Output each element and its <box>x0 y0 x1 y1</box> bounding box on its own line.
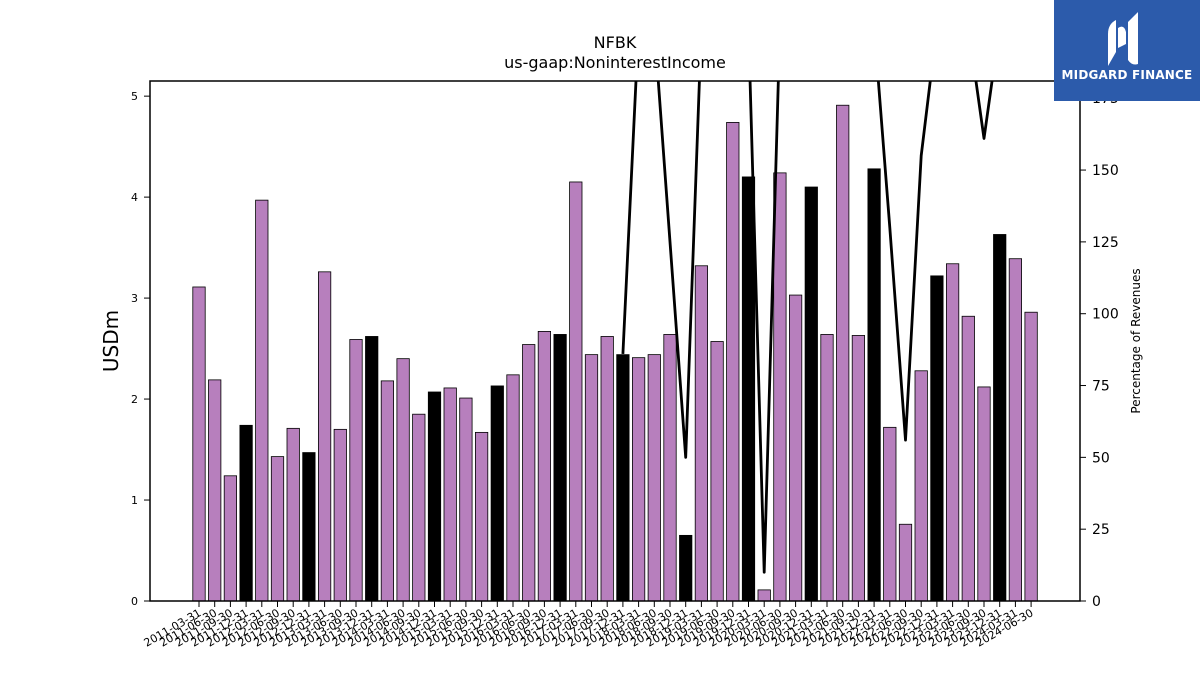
y2-tick-label: 150 <box>1092 163 1119 179</box>
y-tick-label: 4 <box>131 191 138 204</box>
bar-2020-06-30 <box>773 172 787 602</box>
bar-2020-03-31 <box>757 589 771 602</box>
percentage-of-revenues-line <box>621 81 994 574</box>
brand-name: MIDGARD FINANCE <box>1061 68 1193 82</box>
chart-title: NFBK <box>594 33 637 52</box>
bar-2024-03-31 <box>1008 258 1023 602</box>
bar-2014-03-31 <box>380 380 395 602</box>
y-tick-label: 0 <box>131 595 138 608</box>
bar-2021-06-30 <box>836 104 850 602</box>
y-axis: 0 1 2 3 4 5 <box>131 90 150 608</box>
bar-2022-09-30 <box>914 370 928 602</box>
y2-tick-label: 100 <box>1092 307 1119 323</box>
bar-2014-12-31 <box>427 391 442 602</box>
y2-tick-label: 125 <box>1092 235 1119 251</box>
bar-2016-09-30 <box>537 331 552 602</box>
bar-2016-06-30 <box>522 344 536 602</box>
brand-mark-icon <box>1108 12 1138 66</box>
bar-2011-03-31 <box>192 286 206 602</box>
bar-2019-09-30 <box>726 122 740 602</box>
bar-2016-03-31 <box>506 374 520 602</box>
y-axis-label: USDm <box>99 310 123 372</box>
bar-2011-06-30 <box>208 379 222 602</box>
bar-2014-09-30 <box>412 413 426 602</box>
bar-2015-09-30 <box>474 431 489 602</box>
bar-2017-12-31 <box>616 354 630 602</box>
bar-2019-03-31 <box>694 265 709 602</box>
bar-2015-03-31 <box>443 387 457 602</box>
y2-tick-label: 25 <box>1092 522 1110 538</box>
y-tick-label: 1 <box>131 494 138 507</box>
bar-2013-06-30 <box>333 428 347 602</box>
y-tick-label: 3 <box>131 292 138 305</box>
x-axis: 2011-03-312011-06-302011-09-302011-12-31… <box>142 601 1036 650</box>
bar-2013-09-30 <box>349 339 363 602</box>
brand-logo: MIDGARD FINANCE <box>1054 0 1200 101</box>
y2-axis-label: Percentage of Revenues <box>1129 268 1143 413</box>
bar-2017-03-31 <box>569 181 583 602</box>
y2-tick-label: 0 <box>1092 594 1101 610</box>
bar-2014-06-30 <box>396 358 410 602</box>
bar-2018-03-31 <box>632 357 646 602</box>
bar-2022-06-30 <box>898 523 913 602</box>
bar-2012-03-31 <box>255 199 269 602</box>
bar-2015-12-31 <box>490 385 504 602</box>
bar-2021-09-30 <box>851 335 866 602</box>
bar-2023-09-30 <box>977 386 991 602</box>
bar-2023-03-31 <box>946 263 960 602</box>
bar-2017-06-30 <box>584 354 599 602</box>
chart-subtitle: us-gaap:NoninterestIncome <box>504 53 726 72</box>
bar-2018-09-30 <box>663 334 677 602</box>
bar-2024-06-30 <box>1024 311 1038 602</box>
bar-2023-06-30 <box>961 315 975 602</box>
bar-2012-09-30 <box>286 427 300 602</box>
bar-2012-12-31 <box>302 452 316 602</box>
y2-axis: 0255075100125150175 <box>1080 91 1119 610</box>
bar-2015-06-30 <box>459 397 473 602</box>
bar-2016-12-31 <box>553 334 567 602</box>
bar-2020-09-30 <box>789 294 803 602</box>
bar-2022-03-31 <box>883 426 897 602</box>
line-layer <box>621 81 994 574</box>
bar-2019-12-31 <box>741 176 756 602</box>
bars-layer <box>192 104 1038 602</box>
bar-2021-12-31 <box>867 168 881 602</box>
bar-2019-06-30 <box>710 341 724 602</box>
bar-2013-03-31 <box>317 271 332 602</box>
bar-2017-09-30 <box>600 336 614 602</box>
plot-frame <box>149 80 1081 602</box>
bar-2023-12-31 <box>993 234 1007 602</box>
y-tick-label: 2 <box>131 393 138 406</box>
bar-2021-03-31 <box>820 334 834 602</box>
bar-2011-12-31 <box>239 424 253 602</box>
bar-2018-12-31 <box>679 534 693 602</box>
bar-2022-12-31 <box>930 275 944 602</box>
bar-2013-12-31 <box>365 336 379 602</box>
bar-2020-12-31 <box>804 186 818 602</box>
y-tick-label: 5 <box>131 90 138 103</box>
y2-tick-label: 50 <box>1092 450 1110 466</box>
bar-2012-06-30 <box>270 456 285 602</box>
bar-2011-09-30 <box>223 475 237 602</box>
bar-2018-06-30 <box>647 354 661 602</box>
y2-tick-label: 75 <box>1092 379 1110 395</box>
